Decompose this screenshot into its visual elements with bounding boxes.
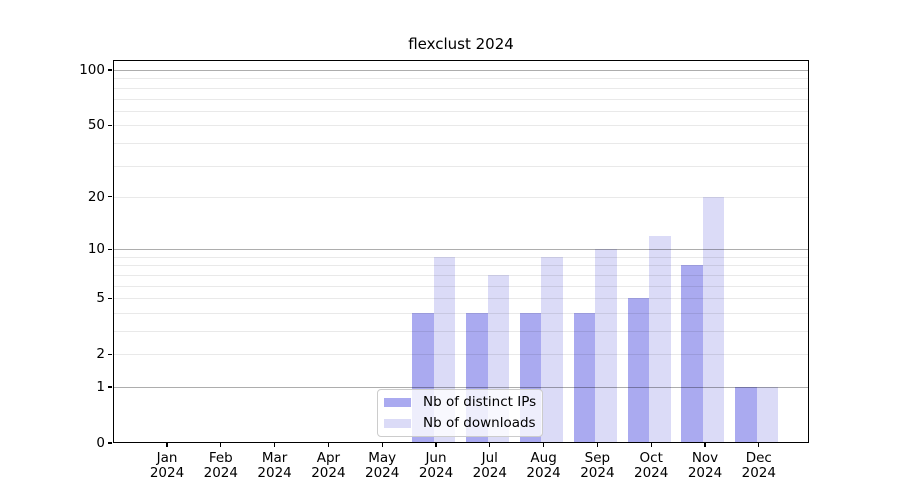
x-axis-tick: [543, 443, 545, 447]
y-axis-tick: [108, 248, 112, 250]
x-tick-label: May 2024: [365, 450, 400, 481]
y-axis-tick: [108, 69, 112, 71]
bar-distinct-ips: [573, 312, 596, 443]
x-tick-label: Jul 2024: [472, 450, 507, 481]
minor-gridline: [114, 331, 808, 332]
chart-title: flexclust 2024: [408, 35, 514, 53]
y-tick-label: 100: [79, 62, 105, 78]
x-axis-tick: [758, 443, 760, 447]
legend-label: Nb of distinct IPs: [423, 394, 537, 410]
x-tick-label: Nov 2024: [687, 450, 723, 481]
y-axis-tick: [108, 196, 112, 198]
x-tick-label: Sep 2024: [580, 450, 615, 481]
minor-gridline: [114, 165, 808, 167]
x-tick-label: Oct 2024: [634, 450, 669, 481]
minor-gridline: [114, 87, 808, 89]
x-tick-label: Aug 2024: [526, 450, 561, 481]
x-tick-label: Jan 2024: [149, 450, 185, 481]
y-axis-tick: [108, 353, 112, 355]
bar-downloads: [595, 249, 617, 443]
x-axis-tick: [435, 443, 437, 447]
bar-downloads: [541, 256, 563, 443]
y-tick-label: 0: [96, 435, 105, 451]
x-tick-label: Jun 2024: [418, 450, 454, 481]
minor-gridline: [114, 142, 808, 144]
y-tick-label: 1: [96, 379, 105, 395]
y-axis-tick: [108, 386, 112, 388]
x-axis-tick: [489, 443, 491, 447]
x-axis-tick: [596, 443, 598, 447]
plot-area: 0 1 2 5 10 20 50 100 Jan 2024 Feb 2024 Mar 2024 Apr…: [79, 60, 809, 481]
legend-label: Nb of downloads: [423, 415, 536, 431]
x-tick-label: Mar 2024: [257, 450, 292, 481]
x-axis-tick: [220, 443, 222, 447]
x-axis-tick: [650, 443, 652, 447]
bar-distinct-ips: [681, 265, 703, 443]
x-tick-label: Apr 2024: [311, 450, 346, 481]
major-gridline: [114, 70, 808, 71]
legend-swatch-distinct-ips: [384, 398, 411, 407]
legend: Nb of distinct IPs Nb of downloads: [377, 389, 543, 437]
minor-gridline: [114, 98, 808, 100]
bar-downloads: [702, 196, 725, 443]
minor-gridline: [114, 354, 808, 356]
x-axis-tick: [327, 443, 329, 447]
minor-gridline: [114, 78, 808, 80]
minor-gridline: [114, 298, 808, 300]
y-tick-label: 2: [96, 346, 105, 363]
y-tick-label: 50: [87, 117, 105, 134]
minor-gridline: [114, 285, 808, 287]
x-axis-tick: [166, 443, 168, 447]
legend-entry: Nb of downloads: [384, 414, 536, 433]
x-axis-tick: [274, 443, 276, 447]
bar-downloads: [649, 235, 671, 443]
x-axis-tick: [381, 443, 383, 447]
y-axis-tick: [108, 297, 112, 299]
y-tick-label: 20: [87, 188, 105, 205]
major-gridline: [114, 249, 808, 251]
x-axis-tick: [704, 443, 706, 447]
minor-gridline: [114, 110, 808, 112]
minor-gridline: [114, 265, 808, 267]
x-tick-label: Dec 2024: [741, 450, 776, 481]
y-axis-tick: [108, 442, 112, 444]
minor-gridline: [114, 274, 808, 276]
bar-distinct-ips: [627, 298, 649, 443]
bar-downloads: [756, 387, 779, 443]
y-axis-tick: [108, 124, 112, 126]
bar-distinct-ips: [735, 387, 757, 443]
minor-gridline: [114, 196, 808, 198]
minor-gridline: [114, 256, 808, 258]
legend-swatch-downloads: [384, 419, 411, 428]
legend-entry: Nb of distinct IPs: [384, 393, 536, 412]
minor-gridline: [114, 125, 808, 127]
y-tick-label: 5: [96, 290, 105, 307]
y-tick-label: 10: [87, 241, 105, 258]
major-gridline: [114, 387, 808, 388]
minor-gridline: [114, 312, 808, 314]
x-tick-label: Feb 2024: [203, 450, 238, 481]
